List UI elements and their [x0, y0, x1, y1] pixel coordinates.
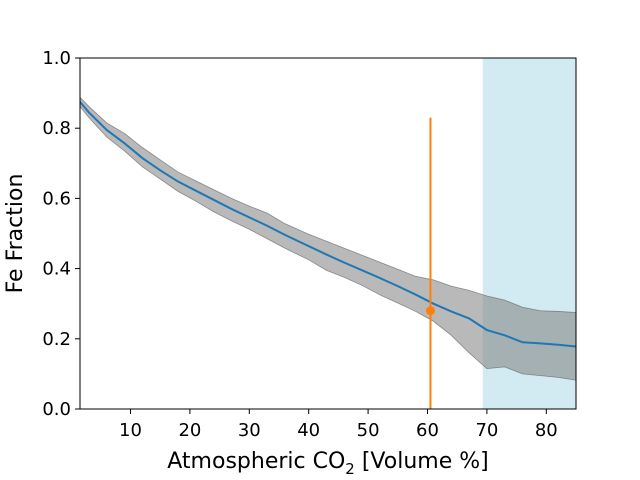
- y-tick-label: 0.6: [42, 188, 71, 209]
- y-tick-label: 0.4: [42, 259, 71, 280]
- x-tick-label: 10: [119, 420, 142, 441]
- x-tick-label: 20: [178, 420, 201, 441]
- y-axis-ticks: 0.0 0.2 0.4 0.6 0.8 1.0: [42, 48, 80, 420]
- plot-frame: [79, 57, 577, 410]
- y-tick-label: 0.0: [42, 399, 71, 420]
- series-line: [79, 101, 577, 348]
- x-axis-ticks: 10 20 30 40 50 60 70 80: [119, 409, 558, 441]
- y-axis-label: Fe Fraction: [3, 174, 28, 294]
- x-tick-label: 50: [357, 420, 380, 441]
- x-tick-label: 60: [416, 420, 439, 441]
- x-tick-label: 30: [238, 420, 261, 441]
- x-tick-label: 40: [297, 420, 320, 441]
- x-tick-label: 70: [475, 420, 498, 441]
- y-tick-label: 0.8: [42, 118, 71, 139]
- marker-point: [425, 306, 435, 316]
- x-axis-label: Atmospheric CO2 [Volume %]: [167, 449, 488, 478]
- x-tick-label: 80: [535, 420, 558, 441]
- y-tick-label: 0.2: [42, 329, 71, 350]
- y-tick-label: 1.0: [42, 48, 71, 69]
